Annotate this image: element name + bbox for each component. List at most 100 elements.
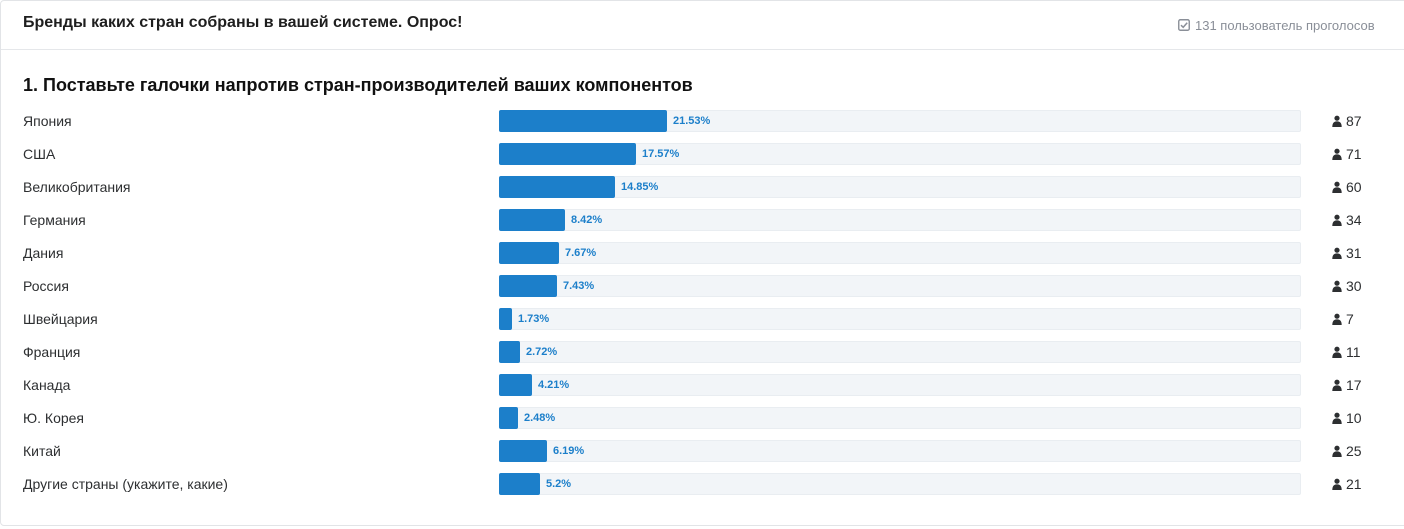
vote-count-value: 7 — [1346, 311, 1354, 327]
question-title: 1. Поставьте галочки напротив стран-прои… — [23, 75, 693, 95]
progress-track: 4.21% — [499, 374, 1301, 396]
vote-count-value: 11 — [1346, 344, 1361, 360]
option-label: Дания — [23, 245, 64, 261]
percent-label: 17.57% — [642, 148, 680, 160]
vote-count-value: 34 — [1346, 212, 1362, 228]
option-label: Китай — [23, 443, 61, 459]
progress-fill — [499, 473, 540, 495]
vote-count: 10 — [1332, 410, 1362, 426]
progress-track: 6.19% — [499, 440, 1301, 462]
poll-option-row: Другие страны (укажите, какие) 5.2% 21 — [1, 473, 1404, 495]
user-icon — [1332, 114, 1342, 127]
vote-count: 11 — [1332, 344, 1361, 360]
percent-label: 6.19% — [553, 445, 585, 457]
progress-fill — [499, 341, 520, 363]
option-label: США — [23, 146, 56, 162]
progress-fill — [499, 242, 559, 264]
vote-count-value: 10 — [1346, 410, 1362, 426]
percent-label: 7.67% — [565, 247, 597, 259]
percent-label: 1.73% — [518, 313, 550, 325]
progress-fill — [499, 143, 636, 165]
user-icon — [1332, 477, 1342, 490]
vote-count: 71 — [1332, 146, 1362, 162]
vote-count: 7 — [1332, 311, 1354, 327]
user-icon — [1332, 246, 1342, 259]
percent-label: 2.72% — [526, 346, 558, 358]
progress-fill — [499, 374, 532, 396]
progress-track: 2.72% — [499, 341, 1301, 363]
option-label: Ю. Корея — [23, 410, 85, 426]
option-label: Япония — [23, 113, 72, 129]
vote-count-value: 17 — [1346, 377, 1362, 393]
option-label: Германия — [23, 212, 86, 228]
poll-option-row: Франция 2.72% 11 — [1, 341, 1404, 363]
progress-fill — [499, 176, 615, 198]
poll-option-row: Канада 4.21% 17 — [1, 374, 1404, 396]
progress-track: 5.2% — [499, 473, 1301, 495]
percent-label: 5.2% — [546, 478, 572, 490]
vote-count: 87 — [1332, 113, 1362, 129]
user-icon — [1332, 345, 1342, 358]
vote-count-value: 60 — [1346, 179, 1362, 195]
progress-fill — [499, 308, 512, 330]
vote-count: 60 — [1332, 179, 1362, 195]
user-icon — [1332, 312, 1342, 325]
percent-label: 14.85% — [621, 181, 659, 193]
user-icon — [1332, 444, 1342, 457]
progress-track: 21.53% — [499, 110, 1301, 132]
progress-track: 17.57% — [499, 143, 1301, 165]
progress-track: 2.48% — [499, 407, 1301, 429]
vote-count: 31 — [1332, 245, 1362, 261]
progress-fill — [499, 407, 518, 429]
poll-option-row: Россия 7.43% 30 — [1, 275, 1404, 297]
option-label: Россия — [23, 278, 69, 294]
poll-option-row: Швейцария 1.73% 7 — [1, 308, 1404, 330]
poll-option-row: США 17.57% 71 — [1, 143, 1404, 165]
vote-count-value: 31 — [1346, 245, 1362, 261]
poll-option-row: Япония 21.53% 87 — [1, 110, 1404, 132]
vote-count: 34 — [1332, 212, 1362, 228]
percent-label: 21.53% — [673, 115, 711, 127]
progress-fill — [499, 440, 547, 462]
option-label: Канада — [23, 377, 71, 393]
progress-fill — [499, 209, 565, 231]
user-icon — [1332, 213, 1342, 226]
vote-count: 25 — [1332, 443, 1362, 459]
vote-count: 21 — [1332, 476, 1362, 492]
progress-track: 8.42% — [499, 209, 1301, 231]
progress-track: 7.67% — [499, 242, 1301, 264]
option-label: Франция — [23, 344, 81, 360]
voters-count: 131 пользователь проголосов — [1178, 18, 1375, 34]
percent-label: 8.42% — [571, 214, 603, 226]
user-icon — [1332, 411, 1342, 424]
progress-track: 1.73% — [499, 308, 1301, 330]
vote-count-value: 30 — [1346, 278, 1362, 294]
user-icon — [1332, 180, 1342, 193]
option-label: Великобритания — [23, 179, 131, 195]
vote-count-value: 25 — [1346, 443, 1362, 459]
vote-count-value: 21 — [1346, 476, 1362, 492]
poll-option-row: Великобритания 14.85% 60 — [1, 176, 1404, 198]
percent-label: 2.48% — [524, 412, 556, 424]
progress-fill — [499, 275, 557, 297]
vote-count-value: 71 — [1346, 146, 1362, 162]
option-label: Швейцария — [23, 311, 98, 327]
percent-label: 4.21% — [538, 379, 570, 391]
vote-count: 30 — [1332, 278, 1362, 294]
percent-label: 7.43% — [563, 280, 595, 292]
vote-count: 17 — [1332, 377, 1362, 393]
poll-header: Бренды каких стран собраны в вашей систе… — [1, 1, 1404, 50]
poll-option-row: Китай 6.19% 25 — [1, 440, 1404, 462]
progress-fill — [499, 110, 667, 132]
user-icon — [1332, 147, 1342, 160]
progress-track: 14.85% — [499, 176, 1301, 198]
poll-option-row: Ю. Корея 2.48% 10 — [1, 407, 1404, 429]
user-icon — [1332, 279, 1342, 292]
poll-option-row: Германия 8.42% 34 — [1, 209, 1404, 231]
user-icon — [1332, 378, 1342, 391]
poll-option-row: Дания 7.67% 31 — [1, 242, 1404, 264]
poll-title: Бренды каких стран собраны в вашей систе… — [23, 14, 463, 31]
progress-track: 7.43% — [499, 275, 1301, 297]
vote-count-value: 87 — [1346, 113, 1362, 129]
